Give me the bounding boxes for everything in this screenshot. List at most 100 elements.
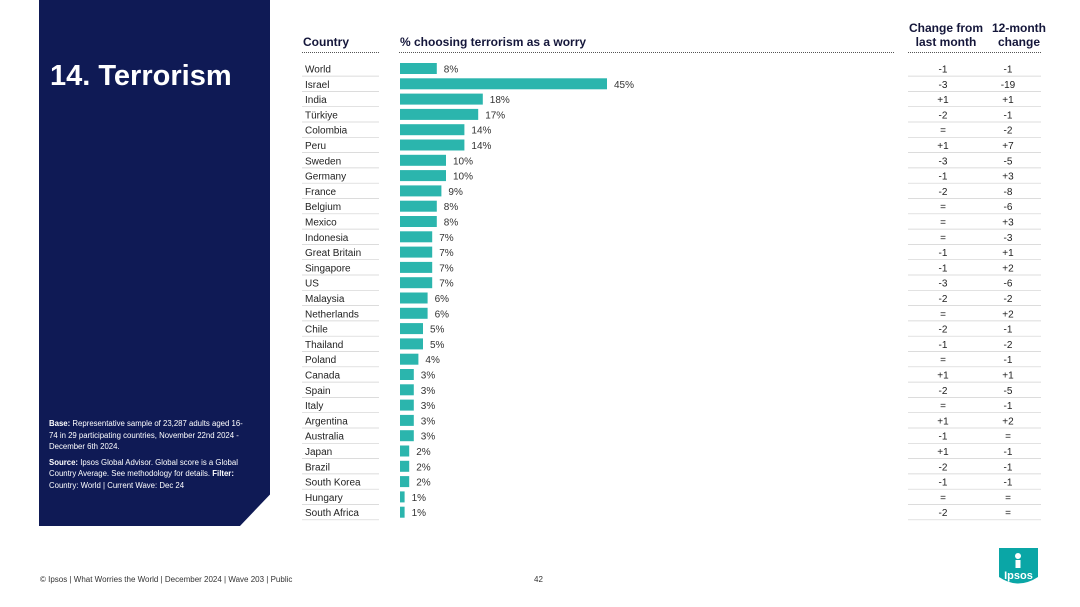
page-number: 42 (534, 575, 543, 584)
filter-label: Filter: (212, 469, 234, 479)
change-year-singapore: +2 (1002, 263, 1014, 274)
bar-argentina (400, 414, 414, 426)
bar-india (400, 93, 483, 105)
country-label-germany: Germany (305, 172, 346, 183)
country-label-italy: Italy (305, 401, 323, 412)
change-month-header-line2: last month (915, 35, 977, 49)
change-month-thailand: -1 (939, 340, 948, 351)
change-year-hungary: = (1005, 493, 1011, 504)
value-label-germany: 10% (453, 172, 473, 183)
value-label-south-africa: 1% (412, 508, 427, 519)
country-label-t-rkiye: Türkiye (305, 110, 338, 121)
change-year-argentina: +2 (1002, 416, 1014, 427)
value-label-spain: 3% (421, 386, 436, 397)
change-year-t-rkiye: -1 (1004, 110, 1013, 121)
bar-colombia (400, 124, 465, 136)
change-month-colombia: = (940, 126, 946, 137)
change-header-rule (908, 52, 1041, 53)
value-label-netherlands: 6% (435, 309, 450, 320)
change-year-brazil: -1 (1004, 462, 1013, 473)
value-label-brazil: 2% (416, 462, 431, 473)
change-year-peru: +7 (1002, 141, 1014, 152)
change-month-israel: -3 (939, 80, 948, 91)
value-label-france: 9% (448, 187, 463, 198)
change-month-header: Change from last month (903, 21, 989, 49)
change-year-south-africa: = (1005, 508, 1011, 519)
notes: Base: Representative sample of 23,287 ad… (49, 418, 249, 496)
bar-us (400, 277, 433, 289)
change-month-south-korea: -1 (939, 478, 948, 489)
value-label-japan: 2% (416, 447, 431, 458)
bar-south-africa (400, 506, 405, 518)
change-year-japan: -1 (1004, 447, 1013, 458)
country-label-sweden: Sweden (305, 156, 341, 167)
bar-poland (400, 353, 419, 365)
change-month-peru: +1 (937, 141, 949, 152)
country-header-rule (302, 52, 379, 53)
bar-hungary (400, 491, 405, 503)
change-year-great-britain: +1 (1002, 248, 1014, 259)
change-month-south-africa: -2 (939, 508, 948, 519)
change-month-great-britain: -1 (939, 248, 948, 259)
logo-text: Ipsos (1004, 570, 1033, 582)
country-label-hungary: Hungary (305, 493, 343, 504)
bar-south-korea (400, 476, 410, 488)
change-month-italy: = (940, 401, 946, 412)
bar-israel (400, 78, 607, 90)
country-label-south-korea: South Korea (305, 478, 361, 489)
country-header: Country (303, 35, 349, 49)
value-label-belgium: 8% (444, 202, 459, 213)
value-label-sweden: 10% (453, 156, 473, 167)
value-label-peru: 14% (471, 141, 491, 152)
change-month-netherlands: = (940, 309, 946, 320)
change-year-spain: -5 (1004, 386, 1013, 397)
change-month-india: +1 (937, 95, 949, 106)
change-month-brazil: -2 (939, 462, 948, 473)
country-label-canada: Canada (305, 371, 340, 382)
change-month-spain: -2 (939, 386, 948, 397)
change-month-header-line1: Change from (908, 21, 983, 35)
footer-text: © Ipsos | What Worries the World | Decem… (40, 575, 293, 584)
bar-belgium (400, 200, 437, 212)
country-label-singapore: Singapore (305, 263, 351, 274)
bar-singapore (400, 261, 433, 273)
bar-italy (400, 399, 414, 411)
change-year-malaysia: -2 (1004, 294, 1013, 305)
ipsos-logo: Ipsos (999, 548, 1038, 584)
change-month-singapore: -1 (939, 263, 948, 274)
change-year-germany: +3 (1002, 172, 1014, 183)
change-year-mexico: +3 (1002, 218, 1014, 229)
change-month-argentina: +1 (937, 416, 949, 427)
change-month-hungary: = (940, 493, 946, 504)
change-month-chile: -2 (939, 325, 948, 336)
country-label-poland: Poland (305, 355, 336, 366)
country-label-japan: Japan (305, 447, 332, 458)
bar-indonesia (400, 231, 433, 243)
value-label-indonesia: 7% (439, 233, 454, 244)
country-label-netherlands: Netherlands (305, 309, 359, 320)
value-label-canada: 3% (421, 371, 436, 382)
value-label-south-korea: 2% (416, 478, 431, 489)
change-year-belgium: -6 (1004, 202, 1013, 213)
bar-great-britain (400, 246, 433, 258)
change-month-malaysia: -2 (939, 294, 948, 305)
change-year-header: 12-month change (987, 21, 1051, 49)
value-label-mexico: 8% (444, 218, 459, 229)
country-label-australia: Australia (305, 432, 344, 443)
bar-mexico (400, 216, 437, 227)
value-label-malaysia: 6% (435, 294, 450, 305)
change-month-canada: +1 (937, 371, 949, 382)
value-label-australia: 3% (421, 432, 436, 443)
base-text: Representative sample of 23,287 adults a… (49, 419, 243, 452)
bar-chile (400, 323, 423, 335)
change-month-t-rkiye: -2 (939, 110, 948, 121)
change-year-poland: -1 (1004, 355, 1013, 366)
change-year-header-line1: 12-month (992, 21, 1046, 35)
country-label-great-britain: Great Britain (305, 248, 361, 259)
filter-text: Country: World | Current Wave: Dec 24 (49, 480, 185, 490)
country-label-chile: Chile (305, 325, 328, 336)
change-year-thailand: -2 (1004, 340, 1013, 351)
country-label-peru: Peru (305, 141, 326, 152)
country-label-colombia: Colombia (305, 126, 348, 137)
value-label-thailand: 5% (430, 340, 445, 351)
